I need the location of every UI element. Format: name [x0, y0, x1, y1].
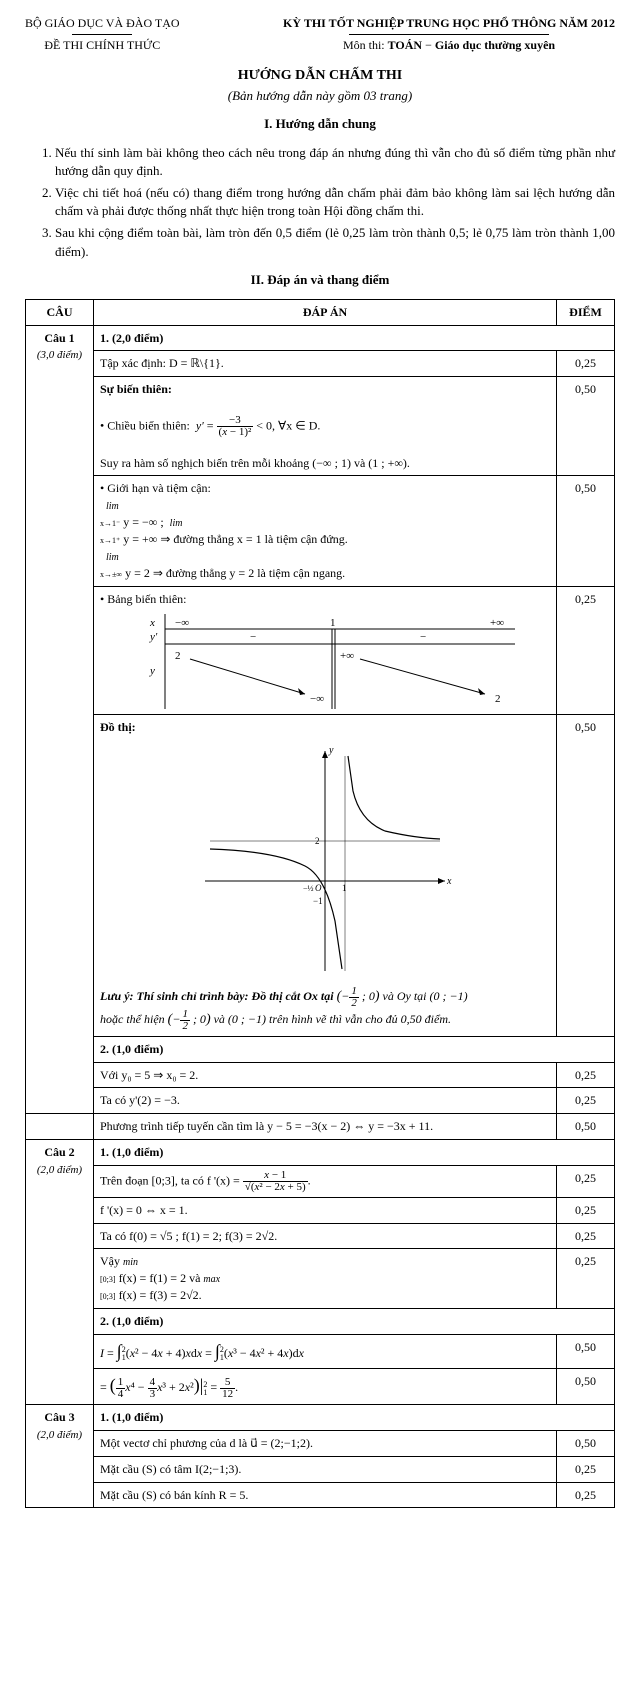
score: 0,50 [557, 1114, 615, 1140]
header: BỘ GIÁO DỤC VÀ ĐÀO TẠO ĐỀ THI CHÍNH THỨC… [25, 15, 615, 54]
c1-domain: Tập xác định: D = ℝ\{1}. [94, 351, 557, 377]
svg-text:−∞: −∞ [310, 693, 324, 705]
score: 0,25 [557, 1249, 615, 1309]
score: 0,50 [557, 1369, 615, 1405]
svg-text:−1: −1 [313, 896, 323, 906]
c1-part2: 2. (1,0 điểm) [94, 1036, 615, 1062]
cau-1-pts: (3,0 điểm) [37, 349, 82, 361]
svg-text:+∞: +∞ [340, 650, 354, 662]
official: ĐỀ THI CHÍNH THỨC [25, 37, 180, 54]
svg-text:−½: −½ [303, 884, 314, 893]
answer-table: CÂU ĐÁP ÁN ĐIỂM Câu 1 (3,0 điểm) 1. (2,0… [25, 299, 615, 1508]
c1-bbt: • Bảng biến thiên: x y' y −∞ 1 +∞ − − 2 … [94, 587, 557, 715]
score: 0,50 [557, 1430, 615, 1456]
rule-item: Nếu thí sinh làm bài không theo cách nêu… [55, 144, 615, 180]
function-graph: x y O 1 2 −½ −1 [100, 741, 550, 981]
cau-3-name: Câu 3 [44, 1410, 74, 1424]
svg-text:2: 2 [315, 836, 320, 846]
c2-r2: f '(x) = 0 ⇔ x = 1. [94, 1197, 557, 1223]
cau-1-cell: Câu 1 (3,0 điểm) [26, 325, 94, 1114]
c3-r2: Mặt cầu (S) có tâm I(2;−1;3). [94, 1456, 557, 1482]
c2-part2: 2. (1,0 điểm) [94, 1309, 615, 1335]
svg-text:+∞: +∞ [490, 617, 504, 629]
c3-part1: 1. (1,0 điểm) [94, 1405, 615, 1431]
th-dapan: ĐÁP ÁN [94, 299, 557, 325]
svg-text:1: 1 [330, 617, 336, 629]
c1-part1: 1. (2,0 điểm) [94, 325, 615, 351]
rules-list: Nếu thí sinh làm bài không theo cách nêu… [55, 144, 615, 261]
score: 0,25 [557, 1088, 615, 1114]
c1-r3: Phương trình tiếp tuyến cần tìm là y − 5… [94, 1114, 557, 1140]
score: 0,50 [557, 1335, 615, 1369]
cau-3-cell: Câu 3 (2,0 điểm) [26, 1405, 94, 1508]
section-2: II. Đáp án và thang điểm [25, 271, 615, 289]
c1-r2: Ta có y'(2) = −3. [94, 1088, 557, 1114]
c2-int1: I = ∫21(x² − 4x + 4)xdx = ∫21(x³ − 4x² +… [94, 1335, 557, 1369]
th-diem: ĐIỂM [557, 299, 615, 325]
score: 0,25 [557, 1165, 615, 1197]
score: 0,25 [557, 1223, 615, 1249]
ministry: BỘ GIÁO DỤC VÀ ĐÀO TẠO [25, 15, 180, 32]
section-1: I. Hướng dẫn chung [25, 115, 615, 133]
svg-text:2: 2 [175, 650, 181, 662]
c3-r3: Mặt cầu (S) có bán kính R = 5. [94, 1482, 557, 1508]
score: 0,25 [557, 1197, 615, 1223]
svg-text:2: 2 [495, 693, 501, 705]
c1-variation: Sự biến thiên: • Chiều biến thiên: y' = … [94, 377, 557, 476]
svg-text:y': y' [149, 631, 158, 643]
bbt-svg: x y' y −∞ 1 +∞ − − 2 −∞ +∞ 2 [135, 614, 515, 709]
c1-limits: • Giới hạn và tiệm cận: limx→1⁻ y = −∞ ;… [94, 476, 557, 587]
svg-text:y: y [328, 745, 334, 756]
subject: Môn thi: TOÁN − Giáo dục thường xuyên [283, 37, 615, 54]
svg-text:−: − [250, 631, 256, 643]
cau-2-pts: (2,0 điểm) [37, 1164, 82, 1176]
exam-title: KỲ THI TỐT NGHIỆP TRUNG HỌC PHỔ THÔNG NĂ… [283, 16, 615, 30]
score: 0,25 [557, 1482, 615, 1508]
score: 0,50 [557, 715, 615, 1037]
graph-svg: x y O 1 2 −½ −1 [195, 741, 455, 981]
c1-graph: Đồ thị: x y O 1 2 −½ −1 Lưu ý: Thí sinh … [94, 715, 557, 1037]
rule-item: Việc chi tiết hoá (nếu có) thang điểm tr… [55, 184, 615, 220]
score: 0,25 [557, 1062, 615, 1088]
cau-3-pts: (2,0 điểm) [37, 1429, 82, 1441]
svg-text:O: O [315, 883, 322, 893]
c2-r4: Vậy min[0;3] f(x) = f(1) = 2 và max[0;3]… [94, 1249, 557, 1309]
c2-r3: Ta có f(0) = √5 ; f(1) = 2; f(3) = 2√2. [94, 1223, 557, 1249]
variation-table: x y' y −∞ 1 +∞ − − 2 −∞ +∞ 2 [120, 614, 530, 704]
th-cau: CÂU [26, 299, 94, 325]
cau-1-name: Câu 1 [44, 331, 74, 345]
c2-r1: Trên đoạn [0;3], ta có f '(x) = x − 1√(x… [94, 1165, 557, 1197]
svg-text:x: x [149, 617, 155, 629]
guide-title: HƯỚNG DẪN CHẤM THI [25, 66, 615, 86]
c2-part1: 1. (1,0 điểm) [94, 1140, 615, 1166]
svg-text:x: x [446, 876, 452, 887]
graph-note: Lưu ý: Thí sinh chỉ trình bày: Đồ thị cắ… [100, 989, 468, 1026]
cau-2-name: Câu 2 [44, 1145, 74, 1159]
guide-note: (Bản hướng dẫn này gồm 03 trang) [228, 88, 412, 103]
header-right: KỲ THI TỐT NGHIỆP TRUNG HỌC PHỔ THÔNG NĂ… [283, 15, 615, 54]
svg-text:−: − [420, 631, 426, 643]
header-left: BỘ GIÁO DỤC VÀ ĐÀO TẠO ĐỀ THI CHÍNH THỨC [25, 15, 180, 54]
c3-r1: Một vectơ chỉ phương của d là u⃗ = (2;−1… [94, 1430, 557, 1456]
cau-2-cell: Câu 2 (2,0 điểm) [26, 1140, 94, 1405]
svg-text:−∞: −∞ [175, 617, 189, 629]
svg-text:y: y [149, 665, 155, 677]
score: 0,25 [557, 351, 615, 377]
score: 0,25 [557, 587, 615, 715]
c2-int2: = (14x⁴ − 43x³ + 2x²)|21 = 512. [94, 1369, 557, 1405]
rule-item: Sau khi cộng điểm toàn bài, làm tròn đến… [55, 224, 615, 260]
score: 0,50 [557, 377, 615, 476]
score: 0,25 [557, 1456, 615, 1482]
c1-r1: Với y₀ = 5 ⇒ x₀ = 2. [94, 1062, 557, 1088]
score: 0,50 [557, 476, 615, 587]
svg-text:1: 1 [342, 883, 347, 893]
